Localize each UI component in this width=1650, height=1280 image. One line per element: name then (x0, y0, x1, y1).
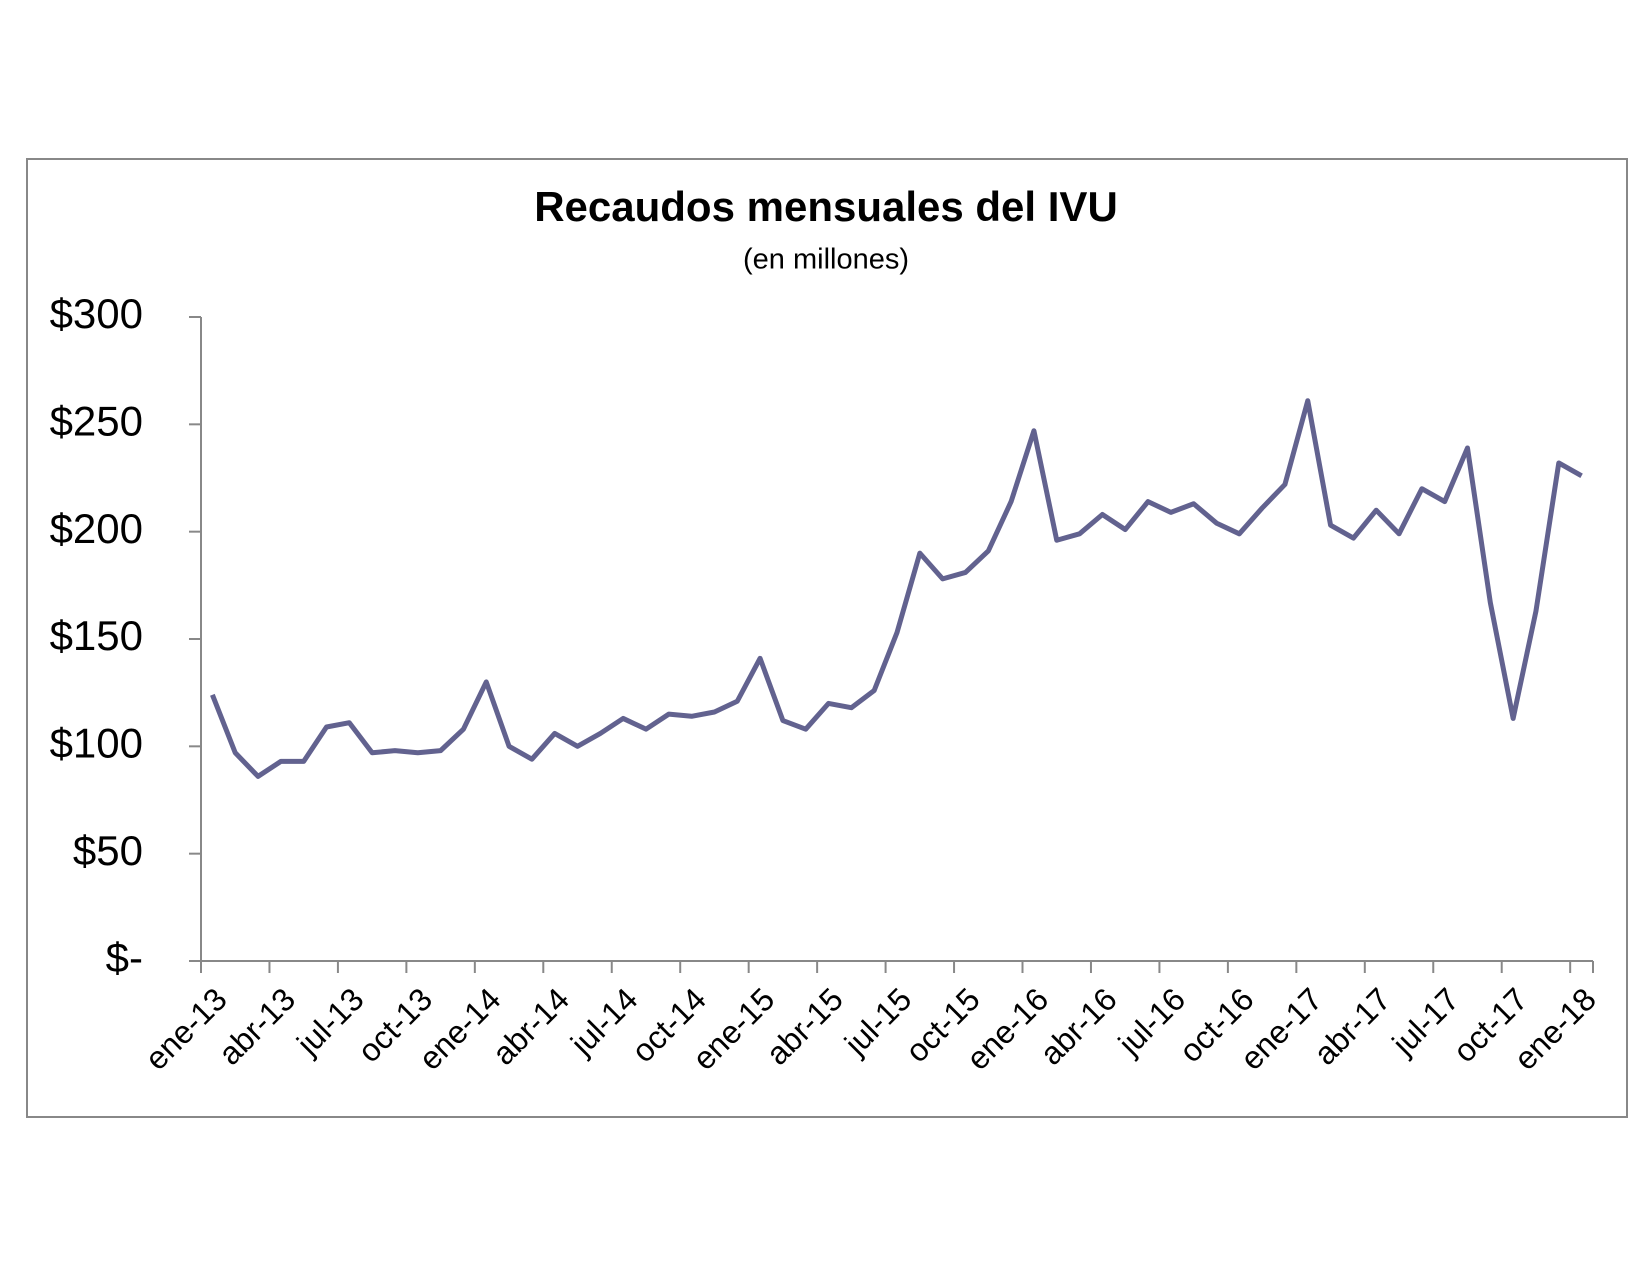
chart-subtitle: (en millones) (743, 244, 909, 276)
y-tick-label: $300 (50, 290, 143, 337)
y-tick-label: $100 (50, 719, 143, 766)
data-line (210, 398, 1583, 779)
chart-frame (26, 158, 1628, 1118)
y-tick-label: $50 (73, 827, 143, 874)
y-tick-label: $200 (50, 505, 143, 552)
chart-title: Recaudos mensuales del IVU (534, 183, 1118, 230)
y-tick-label: $- (106, 934, 143, 981)
y-tick-label: $150 (50, 612, 143, 659)
y-tick-label: $250 (50, 397, 143, 444)
